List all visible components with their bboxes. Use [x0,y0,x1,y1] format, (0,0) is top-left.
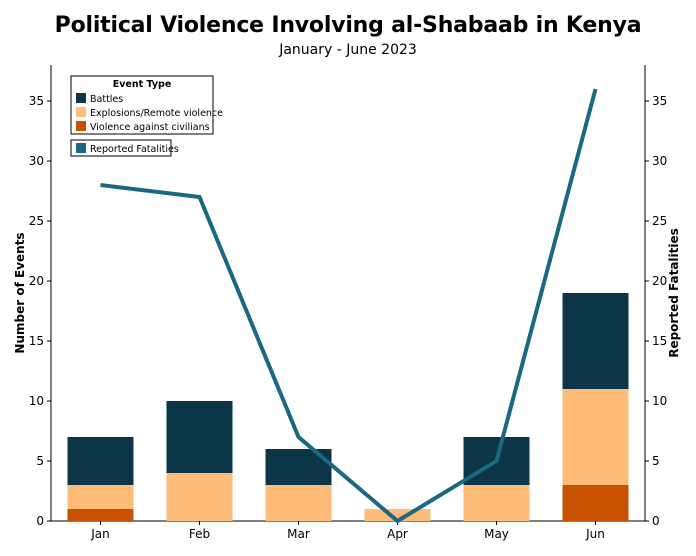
legend-swatch [76,107,86,117]
legend: Event Type Battles Explosions/Remote viole… [70,75,223,157]
y-tick-label-right: 30 [652,154,667,168]
bar-violence-against-civilians-jan [67,509,134,521]
bars [67,293,629,521]
y-tick-label-right: 5 [652,454,660,468]
bar-explosions-remote-violence-feb [166,473,233,521]
legend-line-box [70,139,172,157]
bar-battles-jan [67,437,134,485]
x-tick-label: Feb [189,527,210,541]
y-tick-label-left: 20 [29,274,44,288]
x-tick-label: Jun [585,527,605,541]
legend-label: Battles [90,94,123,105]
legend-title: Event Type [113,79,172,90]
x-tick-label: May [484,527,509,541]
bar-violence-against-civilians-jun [562,485,629,521]
bar-explosions-remote-violence-may [463,485,530,521]
y-tick-label-right: 35 [652,94,667,108]
x-tick-label: Jan [90,527,110,541]
axes: 0 0 5 5 10 10 15 15 20 20 25 25 30 30 35 35 Jan Feb Mar Apr… [13,65,681,541]
y-tick-label-left: 35 [29,94,44,108]
bar-explosions-remote-violence-jan [67,485,134,509]
y-tick-label-left: 15 [29,334,44,348]
y-tick-label-right: 20 [652,274,667,288]
bar-explosions-remote-violence-mar [265,485,332,521]
legend-label: Explosions/Remote violence [90,108,223,119]
y-tick-label-right: 15 [652,334,667,348]
fatalities-line [100,88,598,524]
legend-box [70,75,214,135]
legend-line-swatch [76,143,86,153]
legend-line-label: Reported Fatalities [90,144,179,155]
y-tick-label-right: 10 [652,394,667,408]
bar-battles-feb [166,401,233,473]
y-tick-label-left: 10 [29,394,44,408]
legend-swatch [76,93,86,103]
chart-subtitle: January - June 2023 [279,42,417,58]
y-tick-label-left: 25 [29,214,44,228]
bar-explosions-remote-violence-jun [562,389,629,485]
y-axis-title-left: Number of Events [13,232,27,353]
x-tick-label: Apr [387,527,408,541]
y-axis-title-right: Reported Fatalities [667,228,681,358]
fatalities-line-group [100,88,598,524]
y-tick-label-left: 30 [29,154,44,168]
bar-battles-jun [562,293,629,389]
y-tick-label-left: 0 [36,514,44,528]
y-tick-label-left: 5 [36,454,44,468]
y-tick-label-right: 25 [652,214,667,228]
x-tick-label: Mar [287,527,310,541]
y-tick-label-right: 0 [652,514,660,528]
legend-label: Violence against civilians [90,122,210,133]
chart-title: Political Violence Involving al-Shabaab … [54,13,642,38]
legend-swatch [76,121,86,131]
